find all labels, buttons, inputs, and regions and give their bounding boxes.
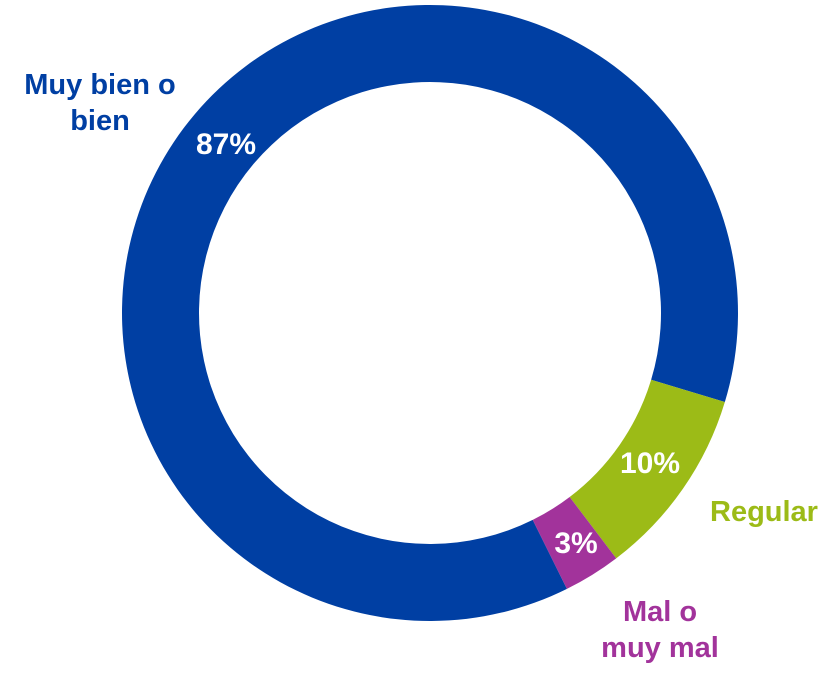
- value-label: 10%: [620, 447, 680, 480]
- category-label: Regular: [710, 496, 818, 528]
- donut-segment: [569, 379, 725, 559]
- value-label: 87%: [196, 128, 256, 161]
- category-label: Mal o muy mal: [601, 596, 719, 664]
- donut-segment: [532, 496, 617, 589]
- value-label: 3%: [554, 527, 597, 560]
- category-label: Muy bien o bien: [24, 69, 176, 137]
